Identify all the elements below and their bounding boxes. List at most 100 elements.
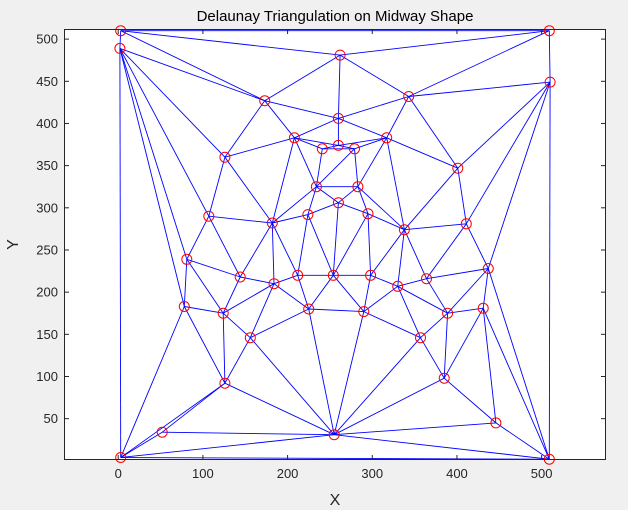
triangulation-edge bbox=[264, 100, 339, 119]
triangulation-edge bbox=[403, 229, 427, 279]
triangulation-edge bbox=[465, 81, 551, 225]
triangulation-edge bbox=[307, 214, 334, 276]
triangulation-edge bbox=[240, 276, 275, 285]
triangulation-edge bbox=[208, 215, 273, 224]
triangulation-edge bbox=[224, 100, 266, 158]
triangulation-edge bbox=[333, 337, 421, 435]
triangulation-edge bbox=[334, 434, 550, 460]
vertex-point bbox=[328, 429, 340, 441]
triangulation-edge bbox=[308, 308, 364, 313]
triangulation-edge bbox=[119, 48, 185, 307]
triangulation-edge bbox=[224, 156, 273, 224]
triangulation-edge bbox=[239, 222, 273, 278]
vertex-point bbox=[219, 151, 231, 163]
triangulation-edge bbox=[465, 223, 489, 269]
chart-title: Delaunay Triangulation on Midway Shape bbox=[197, 8, 474, 25]
vertex-point bbox=[234, 271, 246, 283]
y-tick-label: 150 bbox=[36, 327, 58, 342]
triangulation-edge bbox=[482, 308, 497, 423]
y-tick-label: 300 bbox=[36, 200, 58, 215]
triangulation-edge bbox=[333, 377, 445, 436]
triangulation-edge bbox=[332, 202, 339, 276]
vertex-point bbox=[268, 278, 280, 290]
triangulation-edge bbox=[271, 222, 299, 276]
y-tick-label: 500 bbox=[36, 32, 58, 47]
vertex-point bbox=[303, 303, 315, 315]
vertex-point bbox=[203, 210, 215, 222]
triangulation-edge bbox=[337, 55, 341, 119]
triangulation-edge bbox=[408, 81, 551, 97]
triangulation-edge bbox=[249, 283, 275, 338]
triangulation-edge bbox=[120, 434, 335, 458]
triangulation-edge bbox=[426, 268, 489, 280]
triangulation-edge bbox=[338, 137, 387, 146]
triangulation-edge bbox=[271, 137, 295, 224]
triangulation-edge bbox=[338, 96, 409, 119]
triangulation-edge bbox=[447, 268, 489, 314]
x-tick-label: 0 bbox=[115, 466, 122, 481]
vertex-point bbox=[352, 181, 364, 193]
vertex-point bbox=[365, 269, 377, 281]
y-tick-label: 350 bbox=[36, 158, 58, 173]
vertex-point bbox=[544, 76, 556, 88]
triangulation-edge bbox=[183, 306, 226, 384]
triangulation-edge bbox=[339, 54, 409, 97]
triangulation-edge bbox=[408, 30, 550, 97]
vertex-point bbox=[543, 25, 555, 37]
vertex-point bbox=[332, 197, 344, 209]
triangulation-edge bbox=[224, 382, 335, 436]
triangulation-edge bbox=[119, 48, 188, 260]
plot-area bbox=[64, 29, 606, 460]
vertex-point bbox=[266, 217, 278, 229]
triangulation-edge bbox=[363, 275, 372, 312]
triangulation-edge bbox=[161, 382, 226, 433]
triangulation-edge bbox=[370, 229, 405, 276]
vertex-point bbox=[381, 132, 393, 144]
triangulation-edge bbox=[457, 168, 467, 224]
triangulation-edge bbox=[397, 285, 448, 314]
triangulation-edge bbox=[386, 137, 458, 169]
triangulation-edge bbox=[404, 167, 459, 230]
vertex-point bbox=[156, 426, 168, 438]
triangulation-edge bbox=[338, 117, 387, 139]
vertex-point bbox=[490, 417, 502, 429]
triangulation-edge bbox=[482, 308, 550, 460]
y-tick-label: 100 bbox=[36, 369, 58, 384]
vertex-point bbox=[217, 307, 229, 319]
vertex-point bbox=[292, 269, 304, 281]
vertex-point bbox=[403, 91, 415, 102]
triangulation-edge bbox=[487, 268, 550, 460]
x-tick-label: 500 bbox=[531, 466, 553, 481]
triangulation-edge bbox=[222, 312, 251, 339]
triangulation-edge bbox=[297, 275, 310, 310]
vertex-point bbox=[302, 209, 314, 221]
triangulation-edge bbox=[334, 422, 496, 436]
triangulation-edge bbox=[273, 283, 309, 310]
vertex-point bbox=[415, 332, 426, 344]
vertex-point bbox=[332, 139, 344, 151]
triangulation-edge bbox=[297, 214, 309, 276]
triangulation-edge bbox=[404, 223, 467, 231]
vertex-point bbox=[332, 112, 344, 124]
triangulation-edge bbox=[273, 274, 298, 285]
triangulation-edge bbox=[443, 307, 484, 379]
triangulation-edge bbox=[386, 96, 410, 139]
triangulation-edge bbox=[548, 30, 551, 83]
y-axis-title: Y bbox=[5, 239, 22, 250]
triangulation-edge bbox=[332, 213, 369, 276]
triangulation-edge bbox=[119, 48, 122, 458]
vertex-point bbox=[115, 452, 127, 463]
triangulation-edge bbox=[333, 311, 365, 435]
triangulation-edge bbox=[322, 144, 339, 150]
vertex-point bbox=[310, 181, 322, 193]
triangulation-edge bbox=[222, 283, 275, 314]
triangulation-edge bbox=[186, 259, 224, 314]
triangulation-edge bbox=[272, 214, 309, 224]
triangulation-edge bbox=[294, 137, 339, 146]
vertex-point bbox=[477, 302, 489, 314]
vertex-point bbox=[259, 95, 271, 107]
triangulation-edge bbox=[120, 30, 341, 56]
vertex-point bbox=[442, 307, 454, 319]
vertex-point bbox=[327, 269, 339, 281]
